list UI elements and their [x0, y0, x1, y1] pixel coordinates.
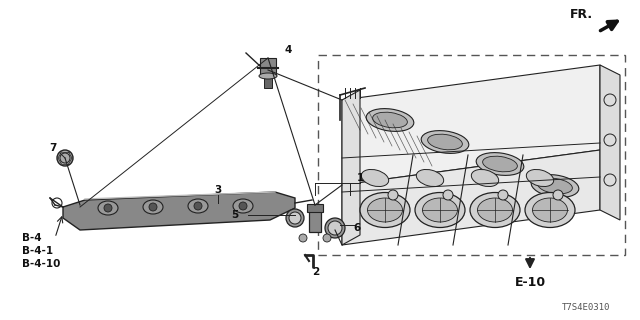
Ellipse shape: [366, 108, 414, 132]
Ellipse shape: [362, 170, 388, 187]
Circle shape: [498, 190, 508, 200]
Text: 6: 6: [353, 223, 360, 233]
Polygon shape: [342, 90, 360, 245]
Circle shape: [443, 190, 453, 200]
Circle shape: [388, 190, 398, 200]
Ellipse shape: [476, 153, 524, 175]
Text: 2: 2: [312, 267, 319, 277]
Bar: [264, 76, 272, 88]
Ellipse shape: [532, 198, 568, 222]
Text: T7S4E0310: T7S4E0310: [562, 303, 610, 313]
Bar: [318, 55, 625, 255]
Ellipse shape: [422, 198, 458, 222]
Ellipse shape: [143, 200, 163, 214]
Ellipse shape: [367, 198, 403, 222]
Ellipse shape: [98, 201, 118, 215]
Ellipse shape: [188, 199, 208, 213]
Ellipse shape: [531, 175, 579, 197]
Ellipse shape: [538, 178, 572, 194]
Ellipse shape: [477, 198, 513, 222]
Circle shape: [289, 212, 301, 224]
Text: E-10: E-10: [515, 276, 545, 289]
Polygon shape: [342, 150, 600, 245]
Ellipse shape: [428, 134, 462, 150]
Ellipse shape: [526, 170, 554, 187]
Circle shape: [299, 234, 307, 242]
Circle shape: [328, 221, 342, 235]
Bar: [309, 210, 321, 232]
Text: 4: 4: [284, 45, 292, 55]
Circle shape: [323, 234, 331, 242]
Circle shape: [149, 203, 157, 211]
Ellipse shape: [525, 193, 575, 228]
Circle shape: [104, 204, 112, 212]
Text: B-4-1: B-4-1: [22, 246, 53, 256]
Ellipse shape: [415, 193, 465, 228]
Text: FR.: FR.: [570, 9, 593, 21]
Bar: [260, 58, 276, 76]
Circle shape: [194, 202, 202, 210]
Text: 7: 7: [49, 143, 57, 153]
Ellipse shape: [233, 199, 253, 213]
Ellipse shape: [286, 209, 304, 227]
Circle shape: [553, 190, 563, 200]
Ellipse shape: [372, 112, 408, 128]
Text: B-4: B-4: [22, 233, 42, 243]
Bar: [307, 204, 323, 212]
Circle shape: [57, 150, 73, 166]
Text: B-4-10: B-4-10: [22, 259, 60, 269]
Circle shape: [239, 202, 247, 210]
Ellipse shape: [470, 193, 520, 228]
Polygon shape: [63, 192, 295, 230]
Ellipse shape: [421, 131, 469, 153]
Ellipse shape: [259, 73, 277, 79]
Text: 1: 1: [356, 173, 364, 183]
Ellipse shape: [471, 170, 499, 187]
Polygon shape: [600, 65, 620, 220]
Ellipse shape: [483, 156, 517, 172]
Ellipse shape: [416, 170, 444, 187]
Text: 3: 3: [214, 185, 221, 195]
Polygon shape: [342, 65, 600, 185]
Text: 5: 5: [232, 210, 239, 220]
Ellipse shape: [325, 218, 345, 238]
Ellipse shape: [360, 193, 410, 228]
